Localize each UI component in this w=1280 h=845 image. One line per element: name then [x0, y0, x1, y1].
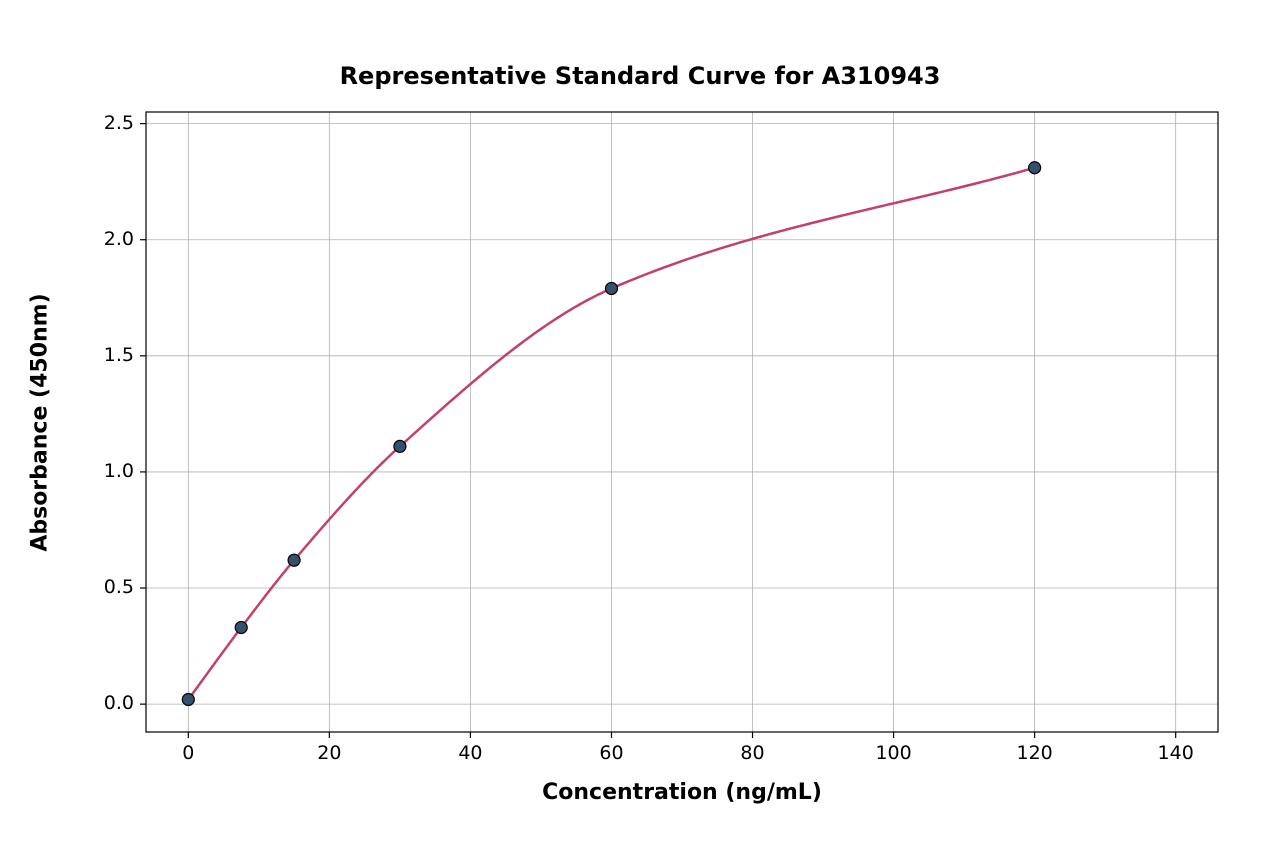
x-tick-label: 100 [854, 742, 934, 764]
y-tick-label: 2.0 [104, 228, 134, 250]
data-point [288, 554, 300, 566]
chart-container: Representative Standard Curve for A31094… [0, 0, 1280, 845]
plot-frame [146, 112, 1218, 732]
y-axis-label: Absorbance (450nm) [28, 113, 53, 733]
data-point [235, 622, 247, 634]
x-tick-label: 0 [148, 742, 228, 764]
x-tick-label: 60 [571, 742, 651, 764]
y-tick-label: 0.5 [104, 576, 134, 598]
x-tick-label: 120 [995, 742, 1075, 764]
x-axis-label: Concentration (ng/mL) [0, 780, 1280, 805]
x-tick-label: 80 [713, 742, 793, 764]
y-tick-label: 1.0 [104, 460, 134, 482]
data-point [394, 440, 406, 452]
x-tick-label: 140 [1136, 742, 1216, 764]
x-tick-label: 40 [430, 742, 510, 764]
chart-svg [0, 0, 1280, 845]
x-tick-label: 20 [289, 742, 369, 764]
data-point [182, 693, 194, 705]
data-point [605, 282, 617, 294]
y-tick-label: 1.5 [104, 344, 134, 366]
data-point [1029, 162, 1041, 174]
y-tick-label: 2.5 [104, 112, 134, 134]
y-tick-label: 0.0 [104, 692, 134, 714]
